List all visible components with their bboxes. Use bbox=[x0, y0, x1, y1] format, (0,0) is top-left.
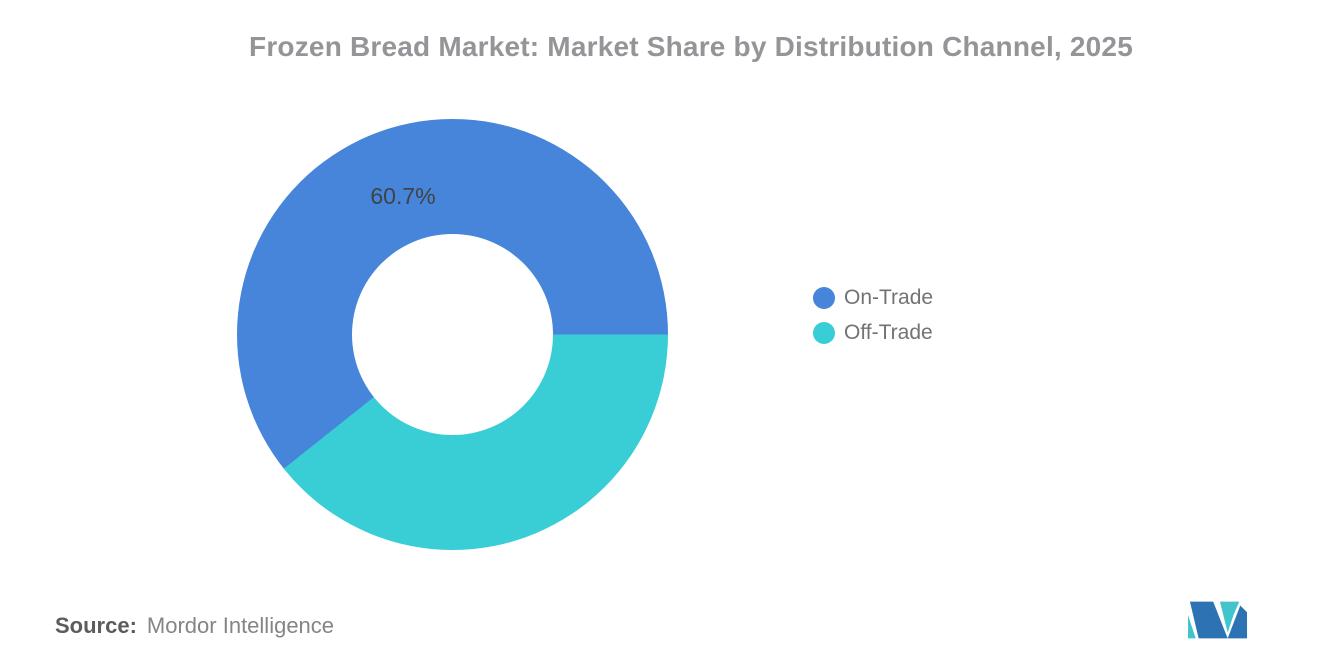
donut-chart: 60.7% bbox=[237, 119, 668, 550]
slice-data-label: 60.7% bbox=[370, 183, 436, 209]
page-title: Frozen Bread Market: Market Share by Dis… bbox=[249, 31, 1133, 62]
logo-shape-teal-mid-icon bbox=[1219, 601, 1240, 633]
legend-item-on-trade: On-Trade bbox=[813, 286, 933, 310]
legend: On-Trade Off-Trade bbox=[813, 286, 933, 345]
legend-swatch-off-trade-icon bbox=[813, 322, 835, 344]
logo-shape-blue-left-icon bbox=[1189, 601, 1228, 639]
source-name: Mordor Intelligence bbox=[146, 613, 335, 638]
legend-label-on-trade: On-Trade bbox=[844, 286, 934, 309]
logo-shape-blue-right-icon bbox=[1227, 605, 1248, 639]
source-attribution: Source: Mordor Intelligence bbox=[55, 613, 334, 639]
mordor-intelligence-logo bbox=[1188, 601, 1248, 639]
donut-hole bbox=[352, 234, 553, 435]
legend-swatch-on-trade-icon bbox=[813, 287, 835, 309]
legend-label-off-trade: Off-Trade bbox=[844, 321, 933, 344]
legend-item-off-trade: Off-Trade bbox=[813, 321, 933, 345]
source-label: Source: bbox=[55, 613, 137, 638]
